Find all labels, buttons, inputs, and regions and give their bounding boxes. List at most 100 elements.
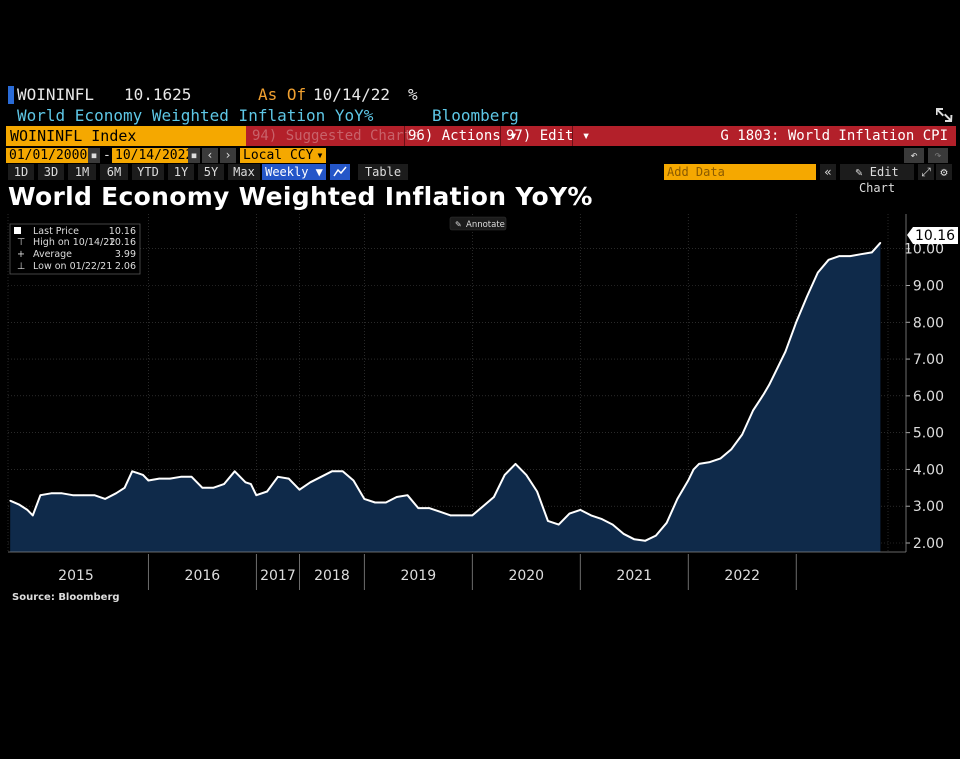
- suggested-charts-menu[interactable]: 94) Suggested Charts: [252, 128, 421, 144]
- data-source: Bloomberg: [432, 106, 519, 125]
- chevron-down-icon[interactable]: ▾: [314, 148, 326, 163]
- data-point: [827, 259, 830, 261]
- data-point: [309, 481, 312, 484]
- actions-menu[interactable]: 96) Actions ▾: [408, 128, 518, 144]
- legend-last-value: 10.16: [109, 226, 136, 237]
- y-tick-label: 2.00: [913, 536, 944, 552]
- edit-chart-button[interactable]: ✎ Edit Chart: [840, 164, 914, 195]
- data-point: [201, 487, 204, 489]
- redo-icon[interactable]: ↷: [928, 148, 948, 163]
- data-point: [838, 255, 841, 257]
- data-point: [417, 507, 420, 509]
- frequency-select[interactable]: Weekly ▼: [262, 164, 326, 180]
- data-point: [93, 494, 96, 497]
- data-point: [557, 523, 560, 526]
- calendar-icon[interactable]: ▪: [188, 148, 200, 163]
- expand-icon[interactable]: [934, 106, 954, 124]
- last-value: 10.1625: [124, 85, 192, 104]
- table-button[interactable]: Table: [358, 164, 408, 180]
- as-of-label: As Of: [258, 85, 307, 104]
- annotate-label: Annotate: [466, 220, 505, 230]
- period-button[interactable]: 6M: [100, 164, 128, 180]
- collapse-icon[interactable]: «: [820, 164, 836, 180]
- data-point: [298, 488, 301, 491]
- data-point: [568, 512, 571, 515]
- data-point: [61, 492, 63, 495]
- data-point: [223, 483, 225, 485]
- y-tick-label: 9.00: [913, 279, 944, 295]
- chevron-right-icon[interactable]: ›: [220, 148, 236, 163]
- data-point: [244, 481, 247, 484]
- settings-icon[interactable]: ⚙: [936, 164, 952, 180]
- data-point: [363, 498, 366, 500]
- annotate-button[interactable]: Annotate ✎: [449, 216, 507, 231]
- source-footer: Source: Bloomberg: [12, 592, 120, 603]
- data-point: [26, 509, 29, 511]
- edit-menu[interactable]: 97) Edit ▾: [506, 128, 591, 144]
- pencil-icon: ✎: [855, 165, 863, 179]
- data-point: [115, 492, 117, 495]
- end-date-input[interactable]: 10/14/2022: [112, 148, 193, 163]
- last-value-tag: 10.16: [907, 227, 958, 244]
- zoom-icon[interactable]: ⤢: [918, 164, 934, 180]
- legend-low-label: Low on 01/22/21: [33, 261, 112, 272]
- y-tick-label: 4.00: [913, 462, 944, 478]
- period-button[interactable]: 1M: [68, 164, 96, 180]
- data-point: [428, 507, 430, 509]
- x-tick-label: 2021: [616, 568, 652, 584]
- data-point: [692, 468, 695, 471]
- inflation-chart: 2.00 3.00 4.00 5.00 6.00 7.00 8.00 9.00 10.00 201…: [7, 214, 958, 590]
- data-point: [709, 461, 711, 463]
- series-line: [9, 242, 882, 542]
- data-point: [849, 255, 851, 257]
- line-chart-icon[interactable]: [330, 164, 350, 180]
- index-name-field[interactable]: WOININFL Index: [6, 126, 246, 146]
- calendar-icon[interactable]: ▪: [88, 148, 100, 163]
- edit-chart-label: Edit Chart: [858, 165, 899, 195]
- legend-average-label: Average: [33, 249, 72, 260]
- period-button[interactable]: 3D: [38, 164, 64, 180]
- chart-title: World Economy Weighted Inflation YoY%: [8, 182, 593, 211]
- currency-select[interactable]: Local CCY: [240, 148, 322, 163]
- period-button[interactable]: 5Y: [198, 164, 224, 180]
- legend-average-icon: +: [17, 249, 25, 260]
- legend-low-value: 2.06: [115, 261, 136, 272]
- data-point: [395, 496, 398, 498]
- x-tick-label: 2017: [260, 568, 296, 584]
- undo-icon[interactable]: ↶: [904, 148, 924, 163]
- start-date-input[interactable]: 01/01/2000: [6, 148, 90, 163]
- x-tick-label: 2020: [508, 568, 544, 584]
- data-point: [158, 477, 160, 480]
- chevron-left-icon[interactable]: ‹: [202, 148, 218, 163]
- data-point: [795, 321, 797, 324]
- data-point: [82, 494, 85, 497]
- period-button[interactable]: 1Y: [168, 164, 194, 180]
- data-point: [72, 494, 74, 497]
- add-data-input[interactable]: Add Data: [664, 164, 816, 180]
- period-button[interactable]: Max: [228, 164, 260, 180]
- data-point: [611, 523, 614, 526]
- data-point: [212, 487, 214, 489]
- data-point: [719, 457, 722, 460]
- ticker: WOININFL: [17, 85, 95, 104]
- annotate-box: [449, 216, 507, 231]
- data-point: [730, 448, 733, 450]
- x-tick-label: 2016: [185, 568, 221, 584]
- date-range-bar: 01/01/2000 ▪ - 10/14/2022 ▪ ‹ › Local CC…: [6, 147, 956, 164]
- last-value-tag-bg: [907, 227, 958, 244]
- legend-high-label: High on 10/14/22: [33, 237, 115, 248]
- period-button[interactable]: YTD: [132, 164, 164, 180]
- data-point: [341, 470, 344, 473]
- y-tick-label: 7.00: [913, 352, 944, 368]
- data-point: [180, 476, 182, 478]
- x-tick-label: 2022: [724, 568, 760, 584]
- data-point: [871, 251, 873, 254]
- data-point: [50, 492, 52, 495]
- data-point: [590, 514, 592, 517]
- data-point: [482, 505, 484, 508]
- data-point: [879, 242, 882, 244]
- plot-area: 2.00 3.00 4.00 5.00 6.00 7.00 8.00 9.00 10.00 201…: [7, 214, 944, 590]
- data-point: [698, 463, 700, 465]
- period-button[interactable]: 1D: [8, 164, 34, 180]
- data-point: [601, 518, 603, 520]
